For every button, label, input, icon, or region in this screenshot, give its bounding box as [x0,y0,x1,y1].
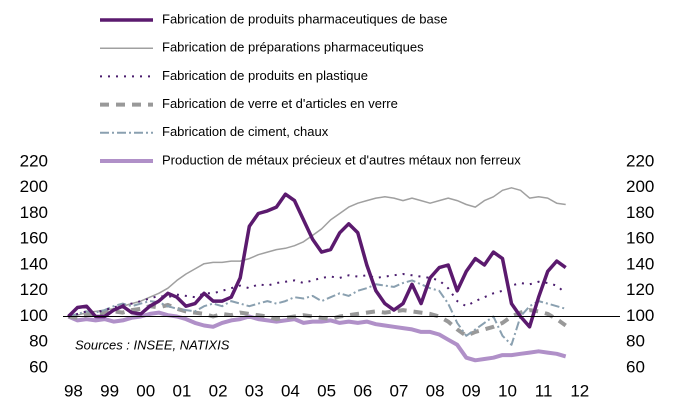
x-tick-label: 07 [389,381,408,400]
x-tick-label: 04 [281,381,300,400]
x-tick-label: 01 [172,381,191,400]
y-tick-label: 220 [20,151,48,170]
y2-tick-label: 180 [626,203,654,222]
legend-label: Fabrication de verre et d'articles en ve… [162,96,398,111]
x-tick-label: 98 [64,381,83,400]
x-tick-label: 00 [136,381,155,400]
x-tick-label: 09 [462,381,481,400]
x-tick-label: 02 [209,381,228,400]
y-tick-label: 100 [20,306,48,325]
y-tick-label: 140 [20,254,48,273]
series-line [68,273,567,318]
x-tick-label: 05 [317,381,336,400]
y2-tick-label: 200 [626,177,654,196]
legend-label: Production de métaux précieux et d'autre… [162,152,521,167]
source-note: Sources : INSEE, NATIXIS [75,337,230,352]
series-line [67,192,567,329]
y-tick-label: 60 [29,357,48,376]
y-tick-label: 120 [20,280,48,299]
x-tick-label: 10 [498,381,517,400]
y-tick-label: 80 [29,332,48,351]
y-tick-label: 160 [20,229,48,248]
y2-tick-label: 160 [626,229,654,248]
y2-tick-label: 220 [626,151,654,170]
y-tick-label: 200 [20,177,48,196]
series-line [67,310,567,363]
x-tick-label: 06 [353,381,372,400]
legend-label: Fabrication de produits pharmaceutiques … [162,11,447,26]
y2-tick-label: 100 [626,306,654,325]
y2-tick-label: 120 [626,280,654,299]
legend-label: Fabrication de produits en plastique [162,68,368,83]
series-line [68,279,566,346]
series-line [68,187,566,318]
x-tick-label: 11 [535,381,553,400]
legend-label: Fabrication de ciment, chaux [162,124,329,139]
x-tick-label: 99 [100,381,119,400]
y2-tick-label: 60 [626,357,645,376]
y2-tick-label: 80 [626,332,645,351]
y2-tick-label: 140 [626,254,654,273]
x-tick-label: 12 [570,381,589,400]
x-tick-label: 08 [426,381,445,400]
y-tick-label: 180 [20,203,48,222]
legend-label: Fabrication de préparations pharmaceutiq… [162,40,424,55]
x-tick-label: 03 [245,381,264,400]
